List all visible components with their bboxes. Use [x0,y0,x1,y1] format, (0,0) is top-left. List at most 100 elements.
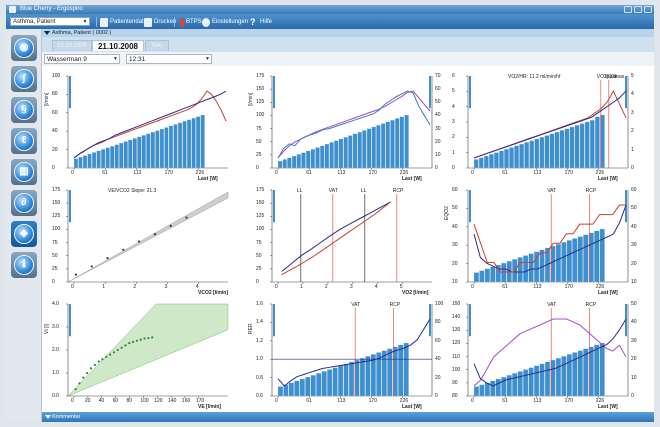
data-point [90,265,93,268]
bar [572,352,578,397]
y-tick-label: 50 [52,252,58,259]
chevron-down-icon[interactable]: ▼ [82,19,88,25]
patient-icon: ◉ [14,38,34,58]
toolbar: Asthma, Patient ▼ Patientendaten Drucken… [6,14,654,29]
bar [352,133,358,169]
y2-tick-label: 3 [631,109,634,116]
y-tick-label: 130 [452,327,461,334]
close-icon[interactable] [644,6,652,13]
bar [338,365,344,397]
protocol-select[interactable]: Wasserman 9 ▼ [44,54,120,64]
y-indicator [273,190,275,223]
chart-svg [466,303,629,398]
series-line-navy [73,90,227,159]
chart-svg [270,189,432,284]
y2-tick-label: 0 [435,165,438,171]
patient-data-button[interactable]: Patientendaten [100,17,150,27]
nav-button-cpet[interactable]: ∂ [11,190,37,216]
settings-button[interactable]: Einstellungen [202,17,248,27]
bar [348,135,353,169]
y-tick-label: 0 [452,165,455,171]
data-point [124,344,127,347]
print-button[interactable]: Drucken [144,17,176,27]
tab-date-1[interactable]: 12.10.2005 [52,40,92,51]
y-tick-label: 150 [452,301,461,307]
bar [299,378,305,397]
x-tick-label: 3 [164,284,168,290]
tab-date-2[interactable]: 21.10.2008 [92,40,144,51]
nav-button-spirometry[interactable]: ∫ [11,66,37,92]
data-point [112,351,116,354]
info-icon: ℹ [14,255,34,275]
x-tick-label: 0 [471,398,474,404]
y-tick-label: 175 [256,187,265,193]
y-tick-label: 50 [256,138,262,145]
spirometry-icon: ∫ [14,69,34,89]
y-tick-label: 100 [452,366,461,373]
nav-button-info[interactable]: ℹ [11,252,37,278]
x-tick-label: 100 [140,398,149,404]
nav-button-lung[interactable]: § [11,97,37,123]
minimize-icon[interactable] [624,6,632,13]
bar [316,373,322,397]
data-point [93,363,96,367]
data-point [151,336,154,339]
patient-header[interactable]: Asthma, Patient ( 0002 ) [42,29,654,37]
chart-panel-7: 0.0 1.0 2.0 3.0 4.0 0 20 40 60 80 100 120 140 160 170 V… [44,298,250,410]
series-line-red [73,90,227,159]
bar [381,350,387,397]
bar [583,234,589,283]
collapse-triangle-icon[interactable] [45,415,51,419]
series-line-red [473,204,626,273]
bar [479,270,485,283]
bar [164,127,169,169]
bar [514,145,519,169]
data-point [101,358,104,361]
collapse-triangle-icon[interactable] [44,31,50,35]
comment-label: Kommentar [52,414,81,420]
nav-button-patient[interactable]: ◉ [11,35,37,61]
time-select[interactable]: 12:31 ▼ [126,54,212,64]
reference-area [67,303,229,397]
bar [315,147,320,169]
bar [73,158,79,169]
chart-svg [466,75,629,170]
maximize-icon[interactable] [634,6,642,13]
chevron-down-icon[interactable]: ▼ [113,56,118,62]
nav-button-ecg[interactable]: ℓ [11,128,37,154]
data-point [185,216,188,219]
bar [334,140,339,169]
bar [187,119,192,169]
chart-svg [66,75,228,170]
chart-panel-2: 0 25 50 75 100 125 150 175 0 10 20 30 40 50 60 70 0 61 113… [248,70,454,182]
marker-label: RCP [392,188,404,194]
chevron-down-icon[interactable]: ▼ [205,56,210,62]
y2-tick-label: 40 [631,223,637,230]
help-button[interactable]: ? Hilfe [250,17,272,27]
bar [599,342,605,397]
bar [376,125,381,169]
btps-button[interactable]: BTPS [180,17,202,27]
bar [574,125,580,169]
chart-panel-3: 0 1 2 3 4 5 6 0 1 2 3 4 5 0 61 113 170 226 Last [W] VO2/HR:… [450,70,650,182]
bar [572,238,578,283]
bar [343,363,349,397]
nav-button-analysis[interactable]: ◈ [11,221,37,247]
bar [310,375,316,397]
bar [380,123,386,169]
y-tick-label: 150 [256,86,265,93]
protocol-value: Wasserman 9 [47,56,87,63]
patient-select[interactable]: Asthma, Patient ▼ [10,17,90,26]
tab-new[interactable]: Neu [145,40,169,51]
x-tick-label: 170 [368,170,377,176]
comment-bar[interactable]: Kommentar [42,412,654,422]
bar [588,346,594,397]
bar [359,358,365,397]
bar [595,116,600,169]
nav-button-ergometer[interactable]: ▥ [11,159,37,185]
y2-indicator [429,304,431,337]
y2-indicator [625,304,627,337]
y2-tick-label: 40 [435,356,441,363]
bar [484,382,490,397]
y2-tick-label: 100 [435,301,444,307]
